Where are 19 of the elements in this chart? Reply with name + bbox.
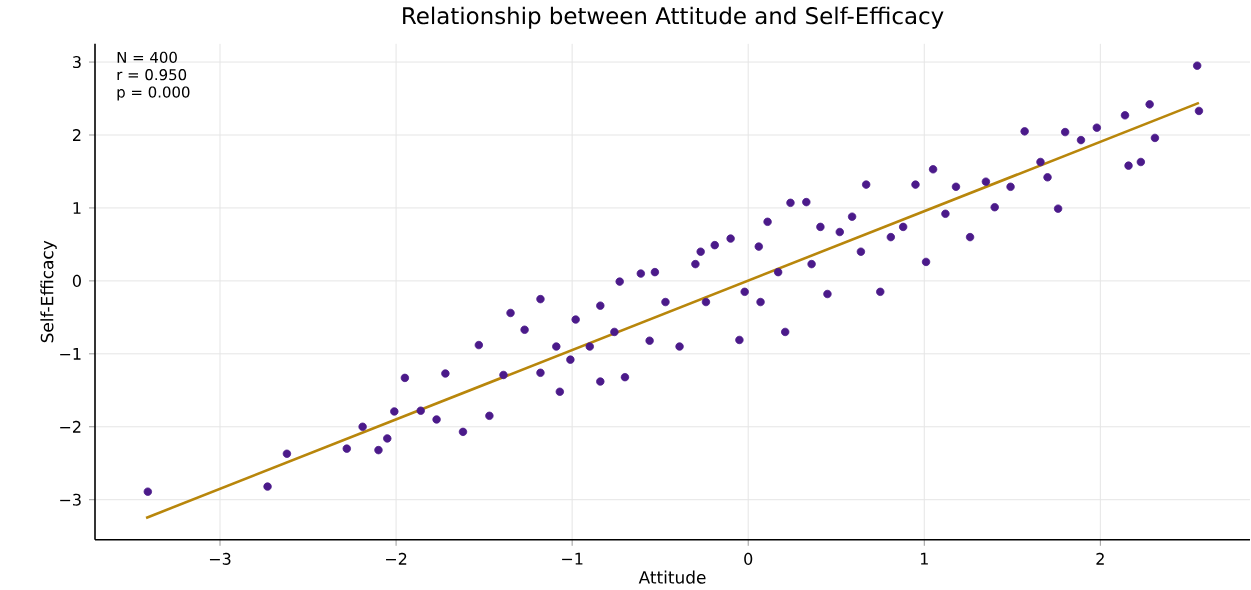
y-tick-label: 2 — [73, 128, 81, 141]
x-tick-label: 1 — [920, 552, 928, 565]
x-tick-label: −2 — [386, 552, 407, 565]
y-axis-title: Self-Efficacy — [40, 240, 57, 343]
x-tick-label: −3 — [209, 552, 231, 565]
y-tick-label: −2 — [60, 420, 81, 433]
y-tick-label: −1 — [60, 347, 81, 360]
annotation: p = 0.000 — [117, 86, 190, 101]
chart-title: Relationship between Attitude and Self-Efficacy — [403, 6, 944, 29]
annotation: r = 0.950 — [117, 68, 187, 81]
x-tick-label: 0 — [744, 552, 753, 565]
annotation: N = 400 — [117, 51, 177, 63]
y-tick-label: 1 — [73, 201, 81, 214]
x-axis-title: Attitude — [638, 570, 706, 584]
y-tick-label: 3 — [73, 55, 81, 68]
x-tick-label: −1 — [562, 552, 583, 565]
y-tick-label: −3 — [60, 493, 81, 506]
y-tick-label: 0 — [72, 274, 81, 287]
x-tick-label: 2 — [1096, 552, 1104, 565]
